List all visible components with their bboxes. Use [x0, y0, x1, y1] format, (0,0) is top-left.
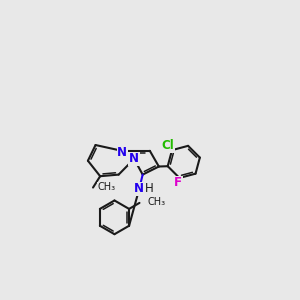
Text: N: N	[134, 182, 144, 195]
Text: N: N	[129, 152, 139, 165]
Text: CH₃: CH₃	[97, 182, 115, 192]
Text: F: F	[174, 176, 182, 189]
Text: H: H	[145, 182, 154, 195]
Text: Cl: Cl	[161, 139, 174, 152]
Text: N: N	[117, 146, 127, 159]
Text: CH₃: CH₃	[148, 197, 166, 207]
